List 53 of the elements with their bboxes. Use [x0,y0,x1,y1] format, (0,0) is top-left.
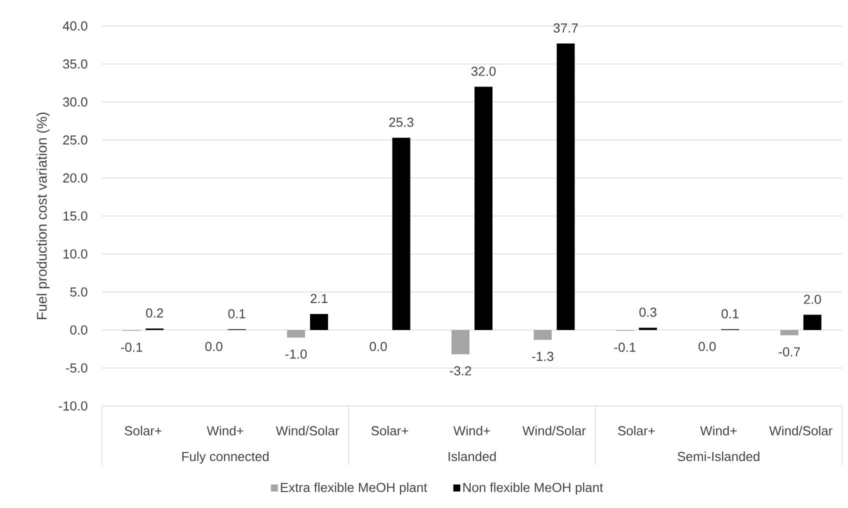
data-label: -0.7 [778,347,800,356]
data-label: -0.1 [121,342,142,352]
y-tick-label: 15.0 [63,211,88,221]
bar [287,330,306,338]
data-label: -0.1 [614,342,636,352]
x-tick-label: Solar+ [371,426,408,436]
y-tick-label: 40.0 [62,21,88,31]
bar [310,314,328,330]
x-tick-label: Wind/Solar [769,426,832,436]
legend-label: Extra flexible MeOH plant [280,482,428,495]
y-tick-label: 30.0 [63,97,88,107]
data-label: 2.0 [804,294,821,304]
x-tick-label: Wind/Solar [276,426,340,436]
bar [452,330,470,354]
y-tick-label: 5.0 [70,287,88,297]
bar [803,314,822,330]
data-label: 0.1 [228,309,246,318]
bar [392,138,410,330]
x-tick-label: Wind+ [206,426,244,436]
y-tick-label: -10.0 [58,401,88,411]
y-tick-label: 25.0 [63,135,88,145]
data-label: 2.1 [310,294,328,304]
bar [534,330,552,340]
text: Islanded [448,452,496,462]
x-tick-label: Solar+ [124,426,162,436]
x-tick-label: Wind+ [700,426,737,436]
y-tick-label: 20.0 [63,173,88,183]
data-label: 37.7 [554,23,578,33]
data-label: -1.3 [532,352,554,361]
x-tick-label: Solar+ [618,426,655,436]
y-tick-label: 10.0 [63,249,88,259]
data-label: 0.2 [146,308,163,318]
y-tick-label: -5.0 [66,363,88,373]
y-tick-label: 0.0 [70,325,88,335]
data-label: 25.3 [389,118,414,127]
data-label: 0.3 [639,308,656,317]
y-axis-title: Fuel production cost variation (%) [36,112,50,320]
text: Semi-Islanded [678,452,760,462]
data-label: 0.0 [370,342,387,352]
data-label: -1.0 [285,350,307,359]
y-tick-label: 35.0 [63,59,88,69]
text: Fuly connected [182,452,269,464]
bar [474,86,493,330]
bar [556,43,575,330]
legend-label: Non flexible MeOH plant [463,482,604,495]
data-label: 0.0 [205,342,222,352]
data-label: 0.1 [722,309,739,318]
data-label: 32.0 [471,66,496,76]
data-label: -3.2 [450,366,472,376]
x-tick-label: Wind/Solar [522,426,586,436]
x-tick-label: Wind+ [453,426,490,436]
data-label: 0.0 [698,342,716,352]
bar [780,330,798,336]
